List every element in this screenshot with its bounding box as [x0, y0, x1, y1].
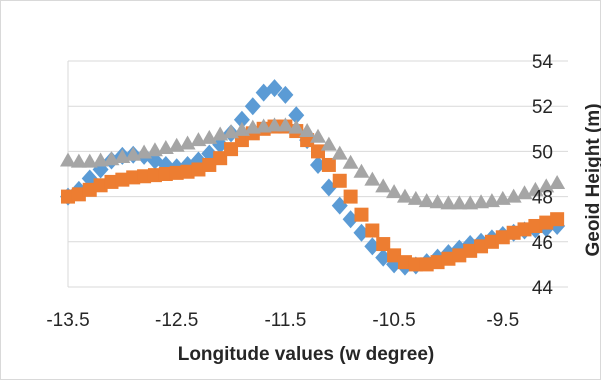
data-point-square	[191, 162, 206, 177]
y-tick-label: 50	[532, 142, 553, 163]
data-point-triangle	[342, 154, 359, 169]
data-point-square	[158, 167, 173, 181]
data-point-square	[137, 169, 152, 184]
data-point-square	[484, 234, 499, 249]
y-tick-labels: 44 46 48 50 52 54	[532, 52, 554, 299]
data-point-triangle	[60, 152, 76, 167]
data-point-square	[213, 151, 228, 166]
data-point-triangle	[364, 171, 381, 186]
data-point-square	[180, 164, 195, 179]
data-point-diamond	[233, 110, 250, 129]
data-point-square	[224, 142, 239, 157]
data-point-triangle	[70, 153, 87, 168]
x-tick-label: -10.5	[372, 310, 415, 331]
x-tick-labels: -13.5 -12.5 -11.5 -10.5 -9.5	[46, 310, 519, 331]
data-point-square	[430, 255, 445, 270]
data-point-triangle	[407, 190, 424, 205]
data-point-square	[343, 189, 358, 204]
data-point-square	[517, 222, 532, 237]
data-point-square	[202, 157, 217, 172]
data-point-triangle	[451, 195, 468, 210]
data-point-triangle	[549, 175, 566, 190]
data-point-square	[463, 243, 478, 258]
data-point-square	[376, 237, 391, 252]
data-point-square	[115, 172, 130, 187]
data-point-diamond	[244, 97, 261, 116]
data-point-triangle	[277, 117, 294, 132]
data-point-triangle	[353, 163, 370, 178]
y-axis-title: Geoid Height (m)	[583, 103, 601, 256]
x-tick-label: -9.5	[486, 310, 519, 331]
x-tick-label: -12.5	[155, 310, 198, 331]
data-point-square	[354, 207, 369, 222]
data-point-triangle	[255, 118, 272, 133]
data-point-triangle	[320, 136, 337, 151]
data-point-square	[61, 189, 75, 204]
data-point-square	[93, 178, 108, 193]
data-point-square	[419, 257, 434, 272]
series-triangle	[60, 117, 566, 210]
data-point-triangle	[299, 123, 316, 138]
data-point-square	[311, 144, 325, 159]
data-point-square	[82, 182, 97, 197]
data-point-square	[441, 251, 456, 266]
data-point-triangle	[429, 194, 446, 209]
data-point-square	[452, 248, 467, 263]
data-point-triangle	[81, 153, 98, 168]
data-point-square	[126, 170, 141, 185]
data-point-square	[332, 173, 347, 188]
y-tick-label: 48	[532, 188, 553, 209]
data-point-triangle	[266, 117, 283, 132]
data-point-triangle	[92, 152, 109, 167]
data-point-square	[71, 187, 86, 202]
data-point-square	[408, 257, 423, 272]
data-point-triangle	[288, 119, 305, 134]
data-point-square	[495, 230, 510, 245]
y-tick-label: 52	[532, 97, 553, 118]
data-point-square	[550, 212, 565, 227]
data-point-square	[474, 239, 489, 254]
data-point-square	[104, 174, 119, 189]
y-tick-label: 44	[532, 278, 554, 299]
data-point-square	[539, 215, 554, 230]
data-point-square	[169, 165, 184, 180]
data-point-square	[397, 255, 412, 270]
data-point-square	[147, 168, 162, 183]
x-tick-label: -13.5	[46, 310, 89, 331]
data-point-triangle	[331, 145, 348, 160]
data-point-square	[506, 225, 521, 240]
data-point-triangle	[310, 128, 326, 143]
data-point-triangle	[418, 193, 435, 208]
data-point-diamond	[266, 79, 283, 98]
data-series	[60, 79, 566, 276]
data-point-square	[365, 223, 380, 238]
y-tick-label: 54	[532, 52, 554, 73]
y-tick-label: 46	[532, 233, 553, 254]
data-point-triangle	[462, 195, 479, 210]
data-point-square	[234, 133, 249, 148]
data-point-triangle	[440, 195, 457, 210]
data-point-square	[321, 157, 336, 172]
data-point-triangle	[244, 119, 261, 134]
data-point-triangle	[375, 178, 392, 193]
x-tick-label: -11.5	[264, 310, 306, 331]
data-point-triangle	[386, 184, 403, 199]
data-point-triangle	[473, 194, 490, 209]
data-point-triangle	[396, 188, 413, 203]
data-point-square	[528, 218, 543, 233]
x-axis-title: Longitude values (w degree)	[178, 344, 435, 365]
data-point-square	[387, 248, 402, 263]
data-point-diamond	[277, 85, 294, 104]
